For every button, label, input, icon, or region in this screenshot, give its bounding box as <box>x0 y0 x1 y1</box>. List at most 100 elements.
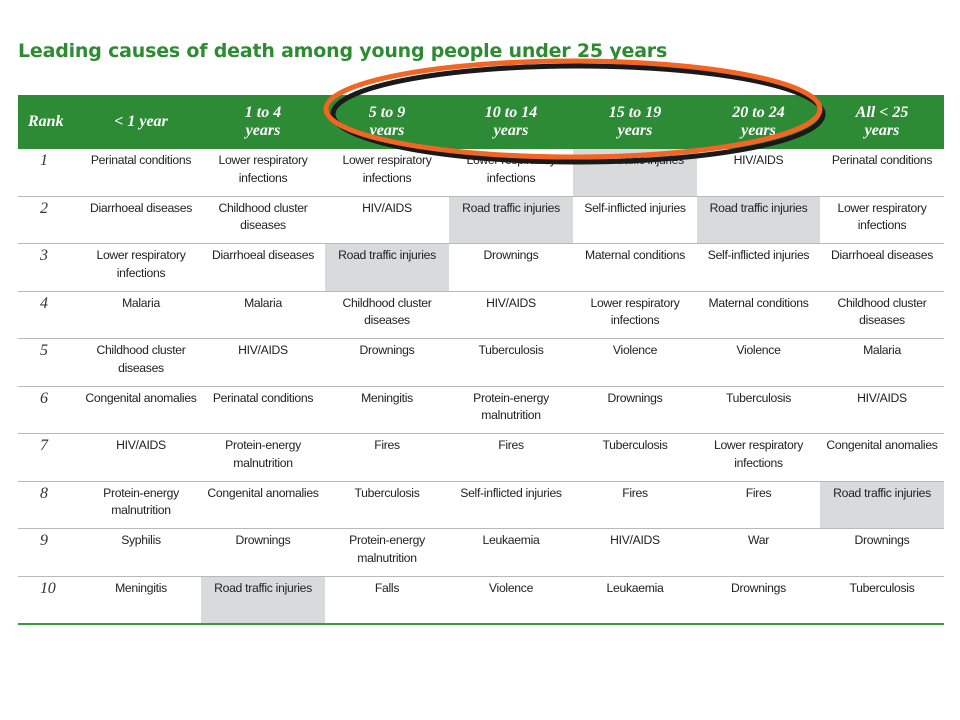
rank-cell: 10 <box>18 576 81 625</box>
table-cell: Drownings <box>820 528 944 577</box>
table-row: 10 Meningitis Road traffic injuries Falls Vi… <box>18 576 944 625</box>
column-header: 1 to 4 years <box>201 95 325 149</box>
table-cell: Maternal conditions <box>697 291 820 339</box>
table-cell: HIV/AIDS <box>573 528 697 577</box>
column-header-line2: years <box>741 122 776 139</box>
table-cell: Road traffic injuries <box>820 481 944 529</box>
column-header: 10 to 14 years <box>449 95 573 149</box>
table-cell: Protein-energy malnutrition <box>201 433 325 482</box>
table-cell: Syphilis <box>81 528 201 577</box>
rank-cell: 5 <box>18 338 81 387</box>
column-header-line2: years <box>493 122 529 139</box>
table-cell: Road traffic injuries <box>201 576 325 625</box>
table-cell: Tuberculosis <box>573 433 697 482</box>
table-cell: Drownings <box>697 576 820 625</box>
table-cell: Drownings <box>573 386 697 434</box>
table-row: 9 Syphilis Drownings Protein-energy malnutr… <box>18 528 944 577</box>
table-cell: Perinatal conditions <box>820 149 944 197</box>
table-row: 2 Diarrhoeal diseases Childhood cluster di… <box>18 196 944 244</box>
table-cell: Childhood cluster diseases <box>201 196 325 244</box>
table-cell: Meningitis <box>81 576 201 625</box>
table-cell: Tuberculosis <box>325 481 449 529</box>
table-cell: Tuberculosis <box>449 338 573 387</box>
table-cell: Lower respiratory infections <box>201 149 325 197</box>
table-cell: Tuberculosis <box>820 576 944 625</box>
table-header-row: Rank < 1 year 1 to 4 years 5 to 9 years 10 to … <box>18 95 944 149</box>
table-cell: Diarrhoeal diseases <box>201 243 325 292</box>
table-row: 5 Childhood cluster diseases HIV/AIDS Drown… <box>18 338 944 387</box>
table-cell: Childhood cluster diseases <box>820 291 944 339</box>
table-cell: Lower respiratory infections <box>697 433 820 482</box>
table-cell: Perinatal conditions <box>81 149 201 197</box>
column-header-line1: Rank <box>28 113 64 130</box>
table-cell: Drownings <box>325 338 449 387</box>
column-header: 15 to 19 years <box>573 95 697 149</box>
table-cell: Self-inflicted injuries <box>697 243 820 292</box>
table-row: 7 HIV/AIDS Protein-energy malnutrition Fire… <box>18 433 944 482</box>
column-header-line2: years <box>245 122 281 139</box>
table-cell: Leukaemia <box>449 528 573 577</box>
table-cell: Self-inflicted injuries <box>449 481 573 529</box>
table-cell: Lower respiratory infections <box>449 149 573 197</box>
column-header-line1: 15 to 19 <box>608 104 662 121</box>
rank-cell: 7 <box>18 433 81 482</box>
table-cell: Congenital anomalies <box>820 433 944 482</box>
rank-cell: 8 <box>18 481 81 529</box>
table-cell: Violence <box>697 338 820 387</box>
table-cell: Fires <box>697 481 820 529</box>
table-cell: HIV/AIDS <box>697 149 820 197</box>
column-header-line1: 1 to 4 <box>244 104 282 121</box>
table-cell: Protein-energy malnutrition <box>81 481 201 529</box>
table-cell: Fires <box>325 433 449 482</box>
rank-cell: 1 <box>18 149 81 197</box>
column-header-rank: Rank <box>18 95 81 149</box>
table-cell: Fires <box>449 433 573 482</box>
table-cell: Malaria <box>820 338 944 387</box>
table-row: 8 Protein-energy malnutrition Congenital a… <box>18 481 944 529</box>
rank-cell: 9 <box>18 528 81 577</box>
table-cell: Childhood cluster diseases <box>81 338 201 387</box>
table-cell: Falls <box>325 576 449 625</box>
table-cell: Violence <box>573 338 697 387</box>
table-cell: Malaria <box>201 291 325 339</box>
rank-cell: 4 <box>18 291 81 339</box>
column-header: < 1 year <box>81 95 201 149</box>
table-cell: HIV/AIDS <box>81 433 201 482</box>
rank-cell: 6 <box>18 386 81 434</box>
table-cell: Diarrhoeal diseases <box>81 196 201 244</box>
table-cell: Leukaemia <box>573 576 697 625</box>
column-header-line2: years <box>369 122 405 139</box>
table-cell: Violence <box>449 576 573 625</box>
table-cell: Maternal conditions <box>573 243 697 292</box>
column-header: 20 to 24 years <box>697 95 820 149</box>
table-cell: Lower respiratory infections <box>820 196 944 244</box>
table-cell: Drownings <box>449 243 573 292</box>
table-cell: Drownings <box>201 528 325 577</box>
table-cell: Congenital anomalies <box>201 481 325 529</box>
table-cell: Perinatal conditions <box>201 386 325 434</box>
table-cell: Road traffic injuries <box>325 243 449 292</box>
table-cell: HIV/AIDS <box>201 338 325 387</box>
table-cell: Diarrhoeal diseases <box>820 243 944 292</box>
table-cell: Protein-energy malnutrition <box>325 528 449 577</box>
table-cell: Road traffic injuries <box>697 196 820 244</box>
table-cell: Childhood cluster diseases <box>325 291 449 339</box>
table-cell: Self-inflicted injuries <box>573 196 697 244</box>
column-header-line1: 20 to 24 <box>732 104 785 121</box>
table-row: 3 Lower respiratory infections Diarrhoeal … <box>18 243 944 292</box>
table-cell: Lower respiratory infections <box>573 291 697 339</box>
column-header-line2: years <box>617 122 653 139</box>
column-header-line1: < 1 year <box>114 113 168 130</box>
table-cell: Road traffic injuries <box>573 149 697 197</box>
table-cell: Road traffic injuries <box>449 196 573 244</box>
column-header: All < 25 years <box>820 95 944 149</box>
table-cell: HIV/AIDS <box>449 291 573 339</box>
table-row: 6 Congenital anomalies Perinatal condition… <box>18 386 944 434</box>
column-header-line1: All < 25 <box>855 104 909 121</box>
table-cell: War <box>697 528 820 577</box>
causes-of-death-table: Rank < 1 year 1 to 4 years 5 to 9 years 10 to … <box>18 95 944 625</box>
table-cell: Fires <box>573 481 697 529</box>
page-title: Leading causes of death among young peop… <box>18 40 668 62</box>
column-header-line1: 5 to 9 <box>368 104 406 121</box>
table-row: 1 Perinatal conditions Lower respiratory i… <box>18 149 944 197</box>
